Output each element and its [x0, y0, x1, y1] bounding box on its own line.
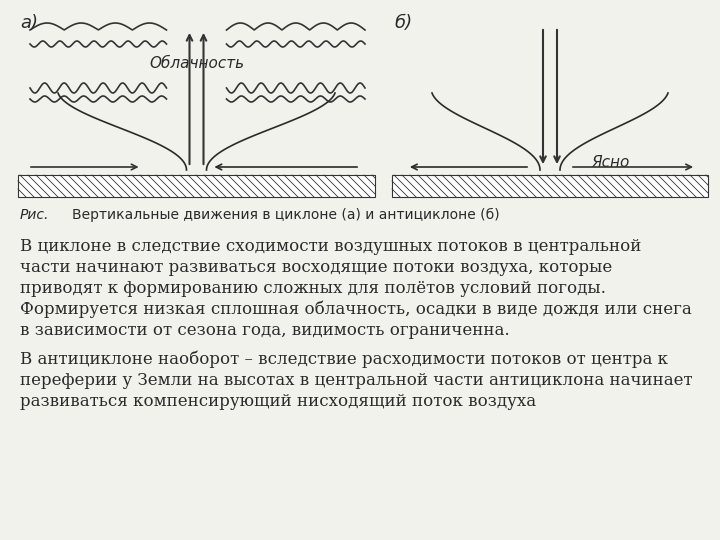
Text: переферии у Земли на высотах в центральной части антициклона начинает: переферии у Земли на высотах в центральн… — [20, 372, 693, 389]
Text: Вертикальные движения в циклоне (а) и антициклоне (б): Вертикальные движения в циклоне (а) и ан… — [72, 208, 500, 222]
Text: приводят к формированию сложных для полётов условий погоды.: приводят к формированию сложных для полё… — [20, 280, 606, 297]
Text: Формируется низкая сплошная облачность, осадки в виде дождя или снега: Формируется низкая сплошная облачность, … — [20, 301, 692, 319]
Text: развиваться компенсирующий нисходящий поток воздуха: развиваться компенсирующий нисходящий по… — [20, 393, 536, 410]
Text: а): а) — [20, 14, 38, 32]
Text: Облачность: Облачность — [149, 56, 244, 71]
Text: В антициклоне наоборот – вследствие расходимости потоков от центра к: В антициклоне наоборот – вследствие расх… — [20, 351, 668, 368]
Text: в зависимости от сезона года, видимость ограниченна.: в зависимости от сезона года, видимость … — [20, 322, 510, 339]
Text: Ясно: Ясно — [591, 155, 629, 170]
Text: части начинают развиваться восходящие потоки воздуха, которые: части начинают развиваться восходящие по… — [20, 259, 612, 276]
Bar — [18, 175, 375, 197]
Bar — [392, 175, 708, 197]
Text: В циклоне в следствие сходимости воздушных потоков в центральной: В циклоне в следствие сходимости воздушн… — [20, 238, 642, 255]
Text: б): б) — [394, 14, 412, 32]
Text: Рис.: Рис. — [20, 208, 50, 222]
